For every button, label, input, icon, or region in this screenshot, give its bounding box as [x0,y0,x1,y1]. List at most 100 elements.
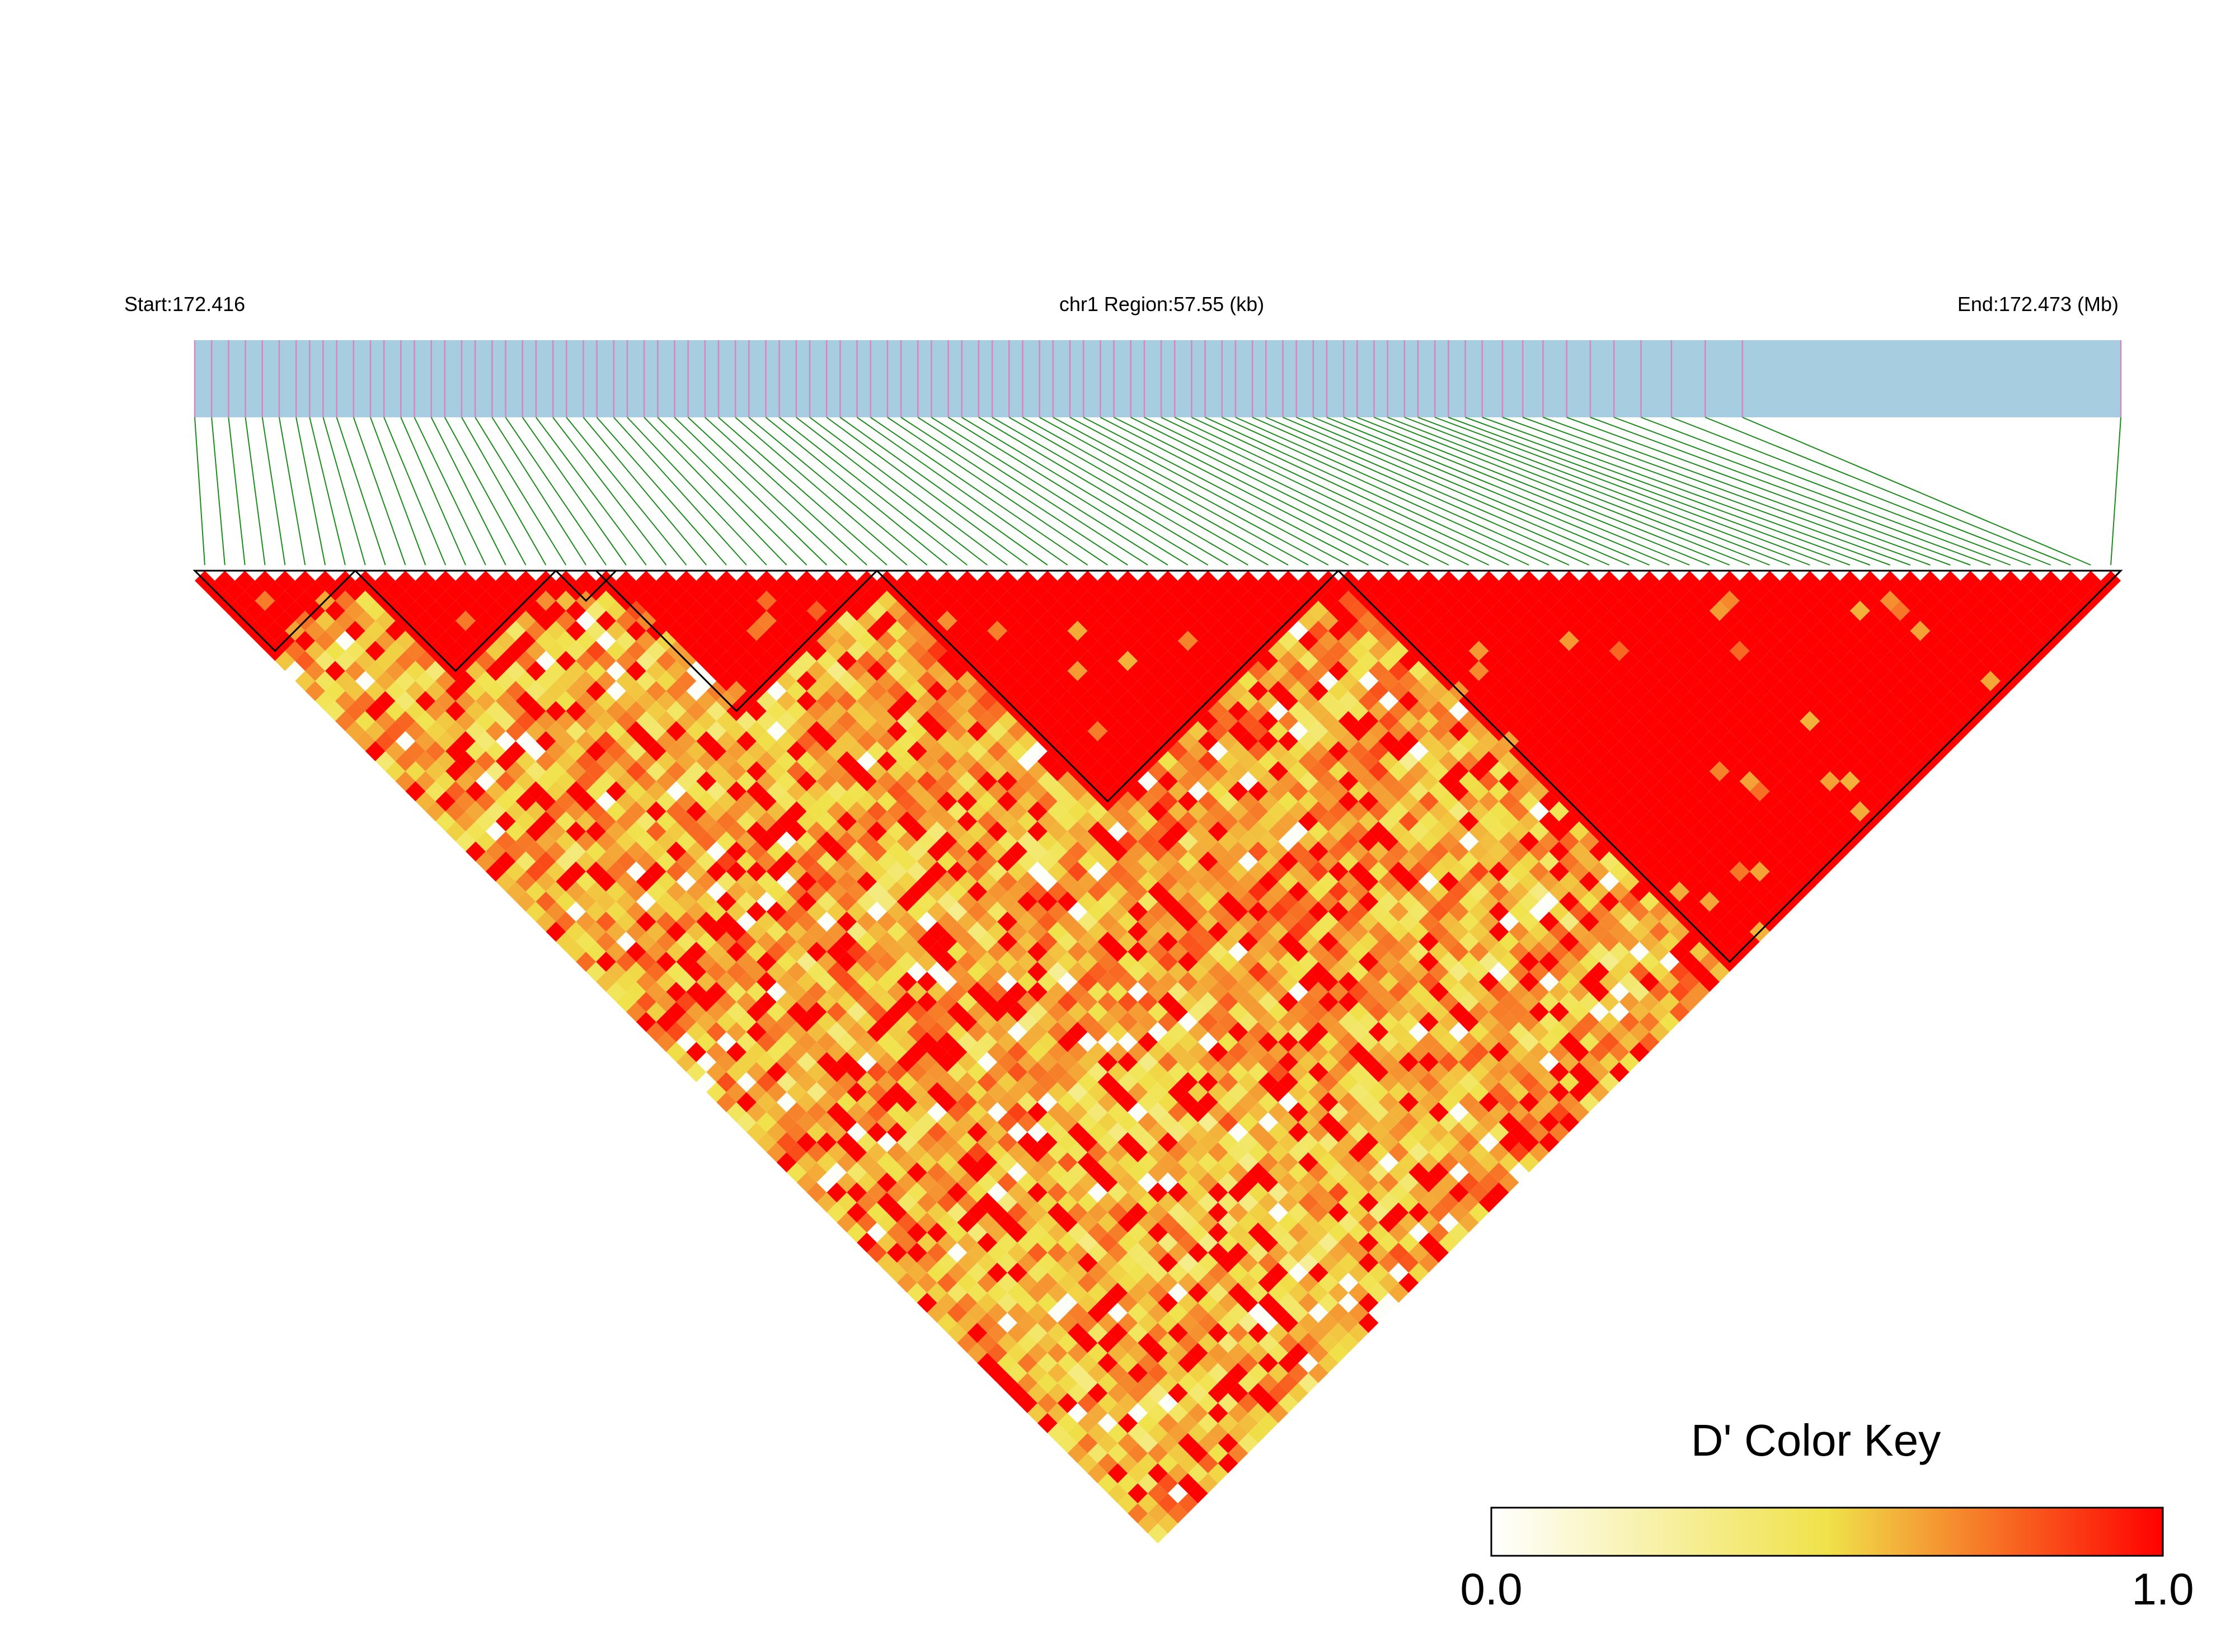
ld-cell [1107,821,1128,842]
ld-cell [1539,972,1560,992]
ld-cell [696,791,717,812]
ld-cell [1118,671,1138,691]
ld-cell [616,751,636,771]
ld-cell [626,962,646,982]
ld-cell [1057,610,1078,631]
ld-cell [997,630,1018,651]
ld-cell [1840,751,1860,771]
ld-cell [957,630,978,651]
snp-connector [536,417,647,566]
ld-cell [847,982,867,1002]
ld-cell [1448,661,1469,681]
ld-cell [325,620,345,641]
ld-cell [726,841,746,862]
ld-cell [696,831,717,852]
ld-cell [1388,1222,1409,1243]
ld-cell [1478,751,1499,771]
ld-cell [566,721,586,741]
ld-cell [937,1112,957,1132]
ld-cell [385,741,406,761]
ld-cell [1388,821,1409,842]
ld-cell [987,821,1008,842]
ld-cell [626,761,646,782]
ld-cell [1148,1503,1168,1524]
ld-cell [1138,731,1158,751]
ld-cell [1348,1282,1369,1303]
ld-cell [1067,1142,1088,1162]
ld-cell [1419,1092,1439,1113]
ld-cell [726,641,746,661]
ld-cell [456,711,476,731]
ld-cell [1649,982,1670,1002]
ld-cell [977,811,998,832]
ld-cell [2040,590,2061,611]
ld-cell [827,781,847,802]
ld-cell [1358,1312,1379,1333]
ld-cell [1438,911,1459,932]
ld-cell [656,851,677,872]
ld-cell [1027,982,1048,1002]
ld-cell [1509,1102,1529,1123]
ld-cell [847,661,867,681]
ld-cell [706,781,727,802]
ld-cell [1027,1302,1048,1323]
ld-cell [967,1302,988,1323]
ld-cell [1228,982,1248,1002]
ld-cell [265,581,285,601]
ld-cell [766,1022,787,1042]
ld-cell [816,671,837,691]
ld-cell [896,952,917,972]
ld-cell [1177,1473,1198,1494]
ld-cell [857,992,877,1012]
ld-cell [1177,1333,1198,1353]
ld-cell [415,671,436,691]
ld-cell [1118,851,1138,872]
ld-block-outline [1336,570,2123,963]
ld-cell [1960,691,1981,712]
ld-cell [877,791,897,812]
ld-cell [566,921,586,942]
ld-cell [1448,1022,1469,1042]
ld-cell [1118,630,1138,651]
color-key-min-label: 0.0 [1460,1564,1522,1614]
ld-cell [756,871,777,892]
ld-cell [1278,931,1298,952]
ld-cell [1749,620,1770,641]
ld-cell [987,1182,1008,1203]
ld-cell [937,1192,957,1213]
ld-cell [927,1022,947,1042]
ld-cell [1348,641,1369,661]
ld-cell [1318,1312,1339,1333]
ld-cell [1238,1011,1259,1032]
ld-cell [1800,771,1820,792]
snp-connector [1705,417,2071,566]
ld-cell [1679,610,1700,631]
ld-cell [1388,801,1409,822]
snp-connector [211,417,226,566]
ld-cell [1087,881,1108,902]
ld-cell [776,931,797,952]
ld-cell [967,1182,988,1203]
ld-cell [1529,661,1550,681]
ld-cell [1288,982,1308,1002]
ld-cell [1318,711,1339,731]
ld-cell [877,1232,897,1253]
ld-cell [505,620,526,641]
ld-cell [1559,711,1579,731]
ld-cell [907,1062,927,1082]
ld-cell [987,741,1008,761]
ld-cell [816,831,837,852]
ld-cell [997,831,1018,852]
ld-cell [896,731,917,751]
ld-cell [1328,1242,1349,1263]
ld-cell [816,972,837,992]
ld-edge-cell [275,571,295,591]
ld-cell [937,791,957,812]
ld-cell [1679,992,1700,1012]
ld-cell [1619,831,1640,852]
ld-cell [1328,1042,1349,1062]
ld-cell [746,921,767,942]
ld-cell [1238,1393,1259,1413]
ld-cell [315,691,335,712]
ld-cell [1288,1142,1308,1162]
